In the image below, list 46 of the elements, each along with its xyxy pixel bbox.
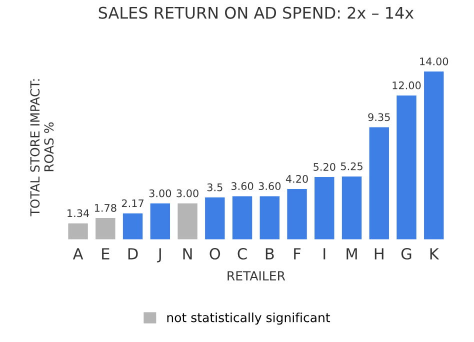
chart-title: SALES RETURN ON AD SPEND: 2x – 14x xyxy=(98,6,414,19)
bar xyxy=(314,177,334,240)
x-tick-label: J xyxy=(157,248,161,262)
x-axis-title: RETAILER xyxy=(228,271,286,280)
data-label: 4.20 xyxy=(286,174,308,183)
data-label: 3.60 xyxy=(258,182,281,190)
bar xyxy=(178,203,198,240)
data-label: 3.60 xyxy=(231,182,254,190)
x-tick-label: K xyxy=(430,248,440,260)
data-label: 1.78 xyxy=(94,204,116,212)
bar xyxy=(122,213,143,240)
bar xyxy=(342,176,362,240)
x-tick-label: O xyxy=(210,248,220,260)
x-tick-label: H xyxy=(374,248,384,260)
data-label: 3.00 xyxy=(149,189,172,198)
x-tick-label: D xyxy=(128,248,138,260)
data-label: 2.17 xyxy=(122,199,144,208)
x-tick-label: F xyxy=(294,248,301,260)
data-label: 9.35 xyxy=(368,113,390,122)
x-tick-label: E xyxy=(102,248,110,260)
data-label: 5.20 xyxy=(314,162,336,171)
data-label: 5.25 xyxy=(340,162,362,170)
bar xyxy=(424,72,444,240)
bar xyxy=(232,196,252,240)
x-tick-label: C xyxy=(238,248,247,260)
bar xyxy=(150,203,170,240)
data-label: 3.00 xyxy=(176,189,198,198)
y-axis-title: TOTAL STORE IMPACT: ROAS % xyxy=(30,79,54,216)
x-tick-label: A xyxy=(72,248,84,260)
bar xyxy=(96,218,116,240)
x-tick-label: N xyxy=(183,248,192,260)
data-label: 3.5 xyxy=(207,183,222,192)
data-label: 1.34 xyxy=(68,209,90,218)
legend-label: not statistically significant xyxy=(167,312,330,325)
bar xyxy=(396,95,416,240)
x-tick-label: B xyxy=(266,248,274,260)
x-tick-label: G xyxy=(401,248,412,260)
bar xyxy=(260,196,280,240)
bar xyxy=(68,223,88,240)
bar xyxy=(205,197,225,240)
data-label: 12.00 xyxy=(392,81,421,90)
x-tick-label: M xyxy=(346,248,357,260)
bar xyxy=(369,127,389,240)
data-label: 14.00 xyxy=(420,57,448,66)
bar xyxy=(287,189,307,240)
x-tick-label: I xyxy=(324,248,326,260)
